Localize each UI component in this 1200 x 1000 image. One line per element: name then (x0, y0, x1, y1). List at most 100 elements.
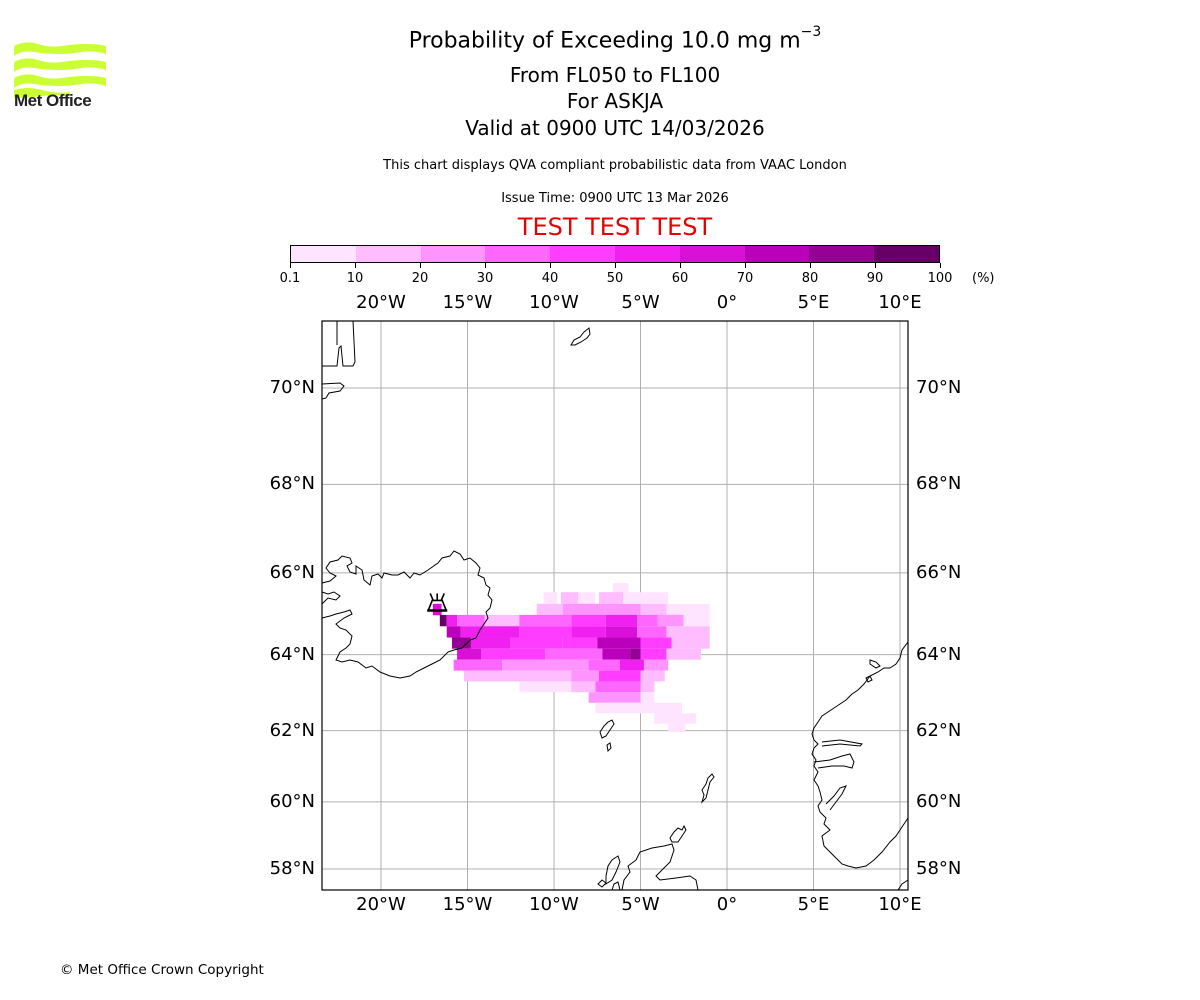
plume-cell (630, 648, 641, 660)
plume-cell (612, 582, 629, 595)
plume-cell (562, 603, 606, 616)
plume-cell (519, 614, 572, 627)
plume-cell (598, 670, 641, 682)
plume-cell (543, 592, 558, 604)
plume-cell (453, 659, 503, 671)
axis-tick-label: 60°N (916, 790, 962, 812)
plume-cell (605, 626, 638, 638)
axis-tick-label: 10°W (529, 292, 579, 313)
colorbar-bin (679, 246, 745, 262)
plume-cell (598, 592, 624, 604)
coastline-faroe (606, 742, 612, 753)
plume-cell (605, 603, 641, 616)
axis-tick-label: 15°W (442, 894, 493, 915)
chart-subtitle: This chart displays QVA compliant probab… (383, 158, 847, 173)
colorbar-bin (550, 246, 615, 262)
ash-probability-field (432, 582, 710, 733)
coastline-norway (865, 675, 873, 683)
colorbar-tick (744, 263, 746, 268)
axis-tick-label: 15°W (442, 292, 493, 313)
axis-tick-label: 0° (716, 894, 738, 915)
coastline-greenland (322, 320, 356, 367)
colorbar-tick-label: 40 (541, 271, 559, 286)
issue-time: Issue Time: 0900 UTC 13 Mar 2026 (501, 191, 729, 206)
colorbar-tick (354, 263, 356, 268)
coastline-scotland (621, 843, 699, 891)
colorbar-unit: (%) (972, 271, 995, 286)
flight-level-range: From FL050 to FL100 (509, 63, 721, 87)
coastline-norway (813, 753, 855, 769)
plume-cell (578, 592, 596, 604)
plume-cell (595, 702, 651, 714)
axis-tick-label: 20°W (356, 292, 406, 313)
axis-tick-label: 5°E (797, 292, 830, 313)
coastline-hebrides (597, 879, 607, 888)
axis-tick-label: 58°N (916, 858, 962, 879)
axis-tick-label: 10°E (878, 894, 922, 915)
coastline-scotland (611, 881, 621, 891)
plume-cell (446, 614, 458, 627)
colorbar-tick-label: 60 (671, 271, 689, 286)
axis-tick-label: 66°N (269, 561, 315, 583)
axis-tick-label: 62°N (916, 719, 962, 741)
plume-cell (571, 626, 606, 638)
colorbar-tick-label: 50 (606, 271, 624, 286)
axis-tick-label: 10°W (529, 894, 579, 915)
axis-tick-label: 66°N (916, 561, 962, 583)
coastline-norway (811, 641, 909, 869)
plume-cell (519, 681, 572, 693)
colorbar-tick (484, 263, 486, 268)
colorbar-tick-label: 90 (866, 271, 884, 286)
colorbar-tick (549, 263, 551, 268)
plume-cell (502, 659, 589, 671)
colorbar-tick (679, 263, 681, 268)
colorbar-bin (291, 246, 356, 262)
coastline-norway (869, 659, 881, 669)
colorbar-tick-label: 10 (346, 271, 364, 286)
colorbar-tick (289, 263, 291, 268)
plume-cell (562, 637, 598, 649)
axis-tick-label: 5°W (621, 894, 660, 915)
colorbar-tick (419, 263, 421, 268)
met-office-logo-text: Met Office (14, 91, 92, 110)
coastline-greenland (321, 382, 345, 400)
plume-cell (597, 637, 641, 649)
plume-cell (560, 592, 579, 604)
plume-cell (623, 592, 638, 604)
axis-tick-label: 60°N (269, 790, 315, 812)
axis-tick-label: 62°N (269, 719, 315, 741)
coastline-orkney (669, 824, 687, 843)
chart-title: Probability of Exceeding 10.0 mg m−3 (300, 24, 930, 53)
colorbar-bin (614, 246, 680, 262)
colorbar-tick-label: 30 (476, 271, 494, 286)
plume-cell (666, 648, 702, 660)
coastline-iceland (321, 591, 341, 605)
plume-cell (519, 626, 572, 638)
plume-cell (502, 670, 572, 682)
axis-tick-label: 58°N (269, 858, 315, 879)
plume-cell (666, 626, 710, 638)
plume-cell (666, 603, 710, 616)
copyright-notice: © Met Office Crown Copyright (60, 962, 264, 978)
plume-cell (595, 681, 641, 693)
colorbar-tick (939, 263, 941, 268)
plume-cell (460, 626, 520, 638)
plume-cell (439, 614, 447, 627)
colorbar-tick-label: 80 (801, 271, 819, 286)
colorbar (290, 245, 940, 263)
colorbar-bin (874, 246, 939, 262)
axis-tick-label: 0° (716, 292, 738, 313)
plume-cell (464, 670, 503, 682)
plume-cell (650, 702, 683, 714)
colorbar-tick-label: 100 (927, 271, 953, 286)
coastline-norway (821, 739, 864, 747)
coastline-sweden (897, 879, 909, 891)
coastlines (321, 320, 909, 891)
test-banner: TEST TEST TEST (517, 213, 713, 241)
plume-cell (640, 648, 667, 660)
colorbar-tick-label: 70 (736, 271, 754, 286)
axis-tick-label: 70°N (916, 377, 962, 398)
plume-cell (545, 648, 603, 660)
met-office-logo-icon (14, 42, 106, 98)
